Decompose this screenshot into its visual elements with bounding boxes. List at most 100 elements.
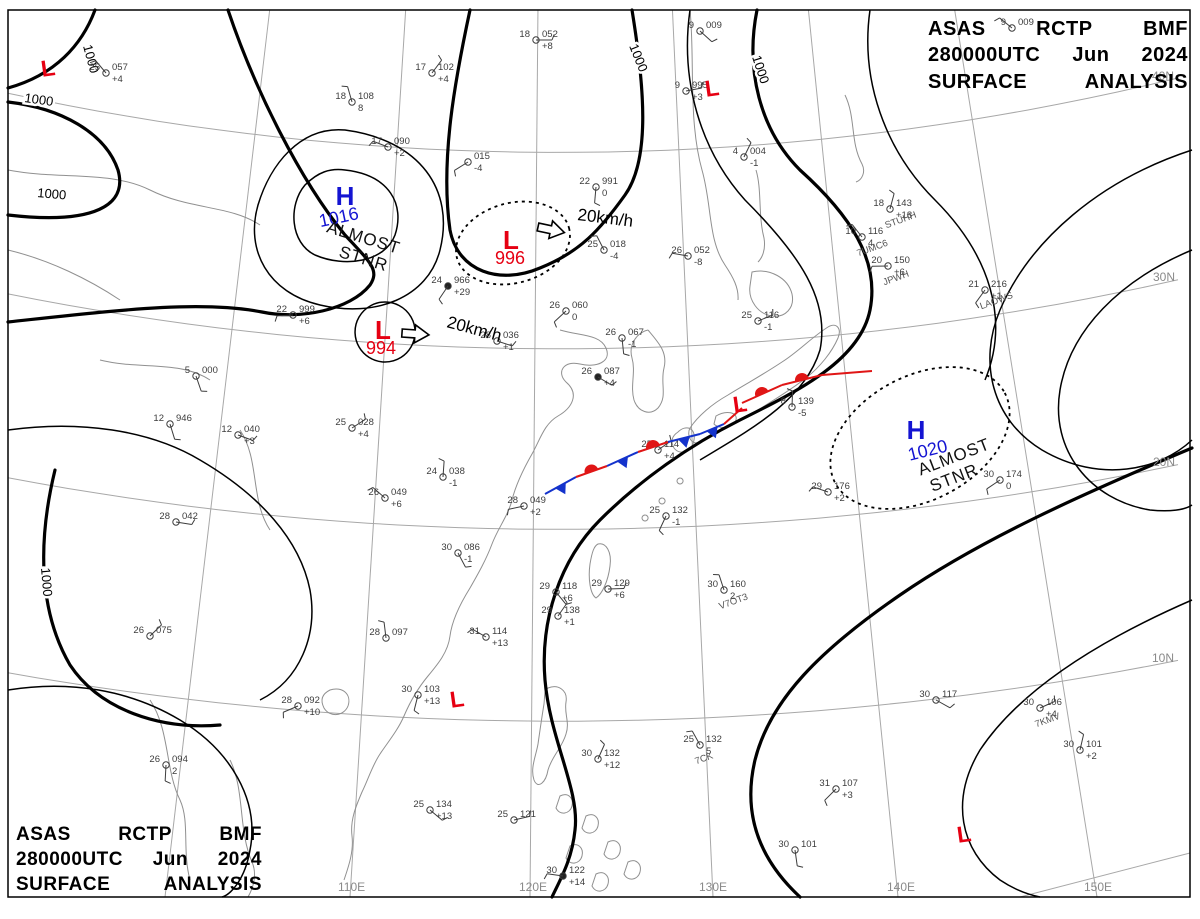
station-plot: 015-4 — [453, 151, 490, 177]
coastline — [555, 794, 573, 814]
title-line-2: 280000UTC Jun 2024 — [16, 849, 262, 871]
station-temperature: 30 — [441, 542, 452, 553]
station-circle — [464, 158, 472, 166]
isobar-value-label: 1000 — [24, 90, 55, 109]
wind-barb-tick — [869, 266, 873, 273]
wind-barb-tick — [553, 321, 557, 328]
center-pressure-value: 996 — [495, 248, 525, 268]
isobar-bold — [542, 8, 874, 899]
station-temperature: 30 — [581, 748, 592, 759]
title-line-3: SURFACE ANALYSIS — [928, 70, 1188, 93]
wind-barb — [454, 161, 469, 171]
station-tendency: +4 — [1046, 709, 1057, 720]
isobar-thin — [961, 599, 1193, 898]
station-pressure: 116 — [764, 310, 779, 321]
station-tendency: +29 — [454, 287, 470, 298]
wind-barb-tick — [89, 60, 96, 64]
station-temperature: 25 — [497, 809, 508, 820]
station-plot: 26 067-1 — [605, 327, 644, 356]
station-plot: 25 121 — [497, 809, 536, 824]
wind-barb — [175, 521, 192, 525]
station-pressure: 129 — [614, 578, 630, 589]
station-circle — [348, 98, 356, 106]
station-pressure: 118 — [562, 581, 577, 592]
station-circle — [824, 488, 832, 496]
wind-barb — [555, 591, 567, 605]
station-tendency: +6 — [562, 593, 573, 604]
station-circle — [720, 586, 728, 594]
wind-barb-tick — [158, 619, 162, 626]
wind-barb-tick — [551, 34, 555, 41]
station-circle — [886, 205, 894, 213]
station-pressure: 174 — [1006, 469, 1022, 480]
wind-barb — [471, 628, 487, 638]
station-pressure: 028 — [358, 417, 374, 428]
station-pressure: 036 — [503, 330, 519, 341]
wind-barb — [685, 87, 702, 92]
wind-barb-tick — [594, 202, 601, 207]
station-tendency: +2 — [1086, 751, 1097, 762]
wind-barb — [513, 815, 530, 821]
wind-barb-tick — [623, 582, 627, 589]
station-plot: 29 129+6 — [591, 578, 629, 601]
wind-barb — [794, 849, 798, 866]
wind-barb — [372, 140, 389, 148]
station-pressure: 103 — [424, 684, 440, 695]
station-tendency: +13 — [436, 811, 452, 822]
station-tendency: +1 — [503, 342, 514, 353]
wind-barb — [276, 314, 294, 317]
station-temperature: 26 — [149, 754, 160, 765]
station-circle — [414, 691, 422, 699]
isobar-value-label: 1000 — [626, 42, 651, 74]
station-plot: 30 103+13 — [401, 684, 440, 715]
station-temperature: 30 — [983, 469, 994, 480]
longitude-label: 140E — [887, 880, 915, 894]
station-tendency: +4 — [604, 378, 615, 389]
station-plot: 30 101+2 — [1063, 730, 1102, 762]
wind-barb — [1039, 701, 1055, 709]
wind-barb — [718, 574, 725, 591]
station-pressure: 038 — [449, 466, 465, 477]
cold-front-triangle — [555, 482, 566, 495]
cold-front-triangle — [617, 456, 628, 469]
station-tendency: 8 — [358, 103, 363, 114]
station-circle — [234, 431, 242, 439]
station-tendency: 5 — [706, 746, 711, 757]
station-pressure: 999 — [299, 304, 315, 315]
movement-speed-label: 20km/h — [577, 205, 635, 231]
station-pressure: 132 — [604, 748, 620, 759]
station-plot: 5 000 — [185, 365, 218, 392]
longitude-label: 130E — [699, 880, 727, 894]
wind-barb — [237, 434, 254, 441]
warm-front-segment — [821, 370, 873, 376]
station-pressure: 139 — [798, 396, 814, 407]
station-circle — [1036, 704, 1044, 712]
title-block-top-right: ASAS RCTP BMF 280000UTC Jun 2024 SURFACE ANAL… — [928, 16, 1188, 95]
wind-barb — [442, 461, 445, 478]
station-temperature: 25 — [335, 417, 346, 428]
wind-barb — [169, 423, 176, 440]
wind-barb-tick — [565, 602, 572, 605]
station-pressure: 094 — [172, 754, 188, 765]
movement-arrow-icon — [400, 323, 431, 345]
station-pressure: 107 — [842, 778, 858, 789]
wind-barb — [372, 487, 386, 499]
wind-barb — [658, 515, 667, 531]
low-mark-symbol: L — [703, 74, 721, 102]
wind-barb — [557, 602, 568, 617]
title-block-bottom-left: ASAS RCTP BMF 280000UTC Jun 2024 SURFACE ANAL… — [16, 822, 262, 897]
station-tendency: +3 — [244, 436, 255, 447]
coastline — [623, 860, 641, 880]
wind-barb — [95, 60, 107, 74]
station-circle — [684, 252, 692, 260]
meridian-line — [671, 9, 714, 898]
station-plot: 30 132+12 — [581, 739, 620, 771]
station-plot: 25 116-1 — [741, 309, 779, 333]
station-circle — [381, 494, 389, 502]
station-plot: 28 036+1 — [480, 330, 518, 353]
map-frame — [7, 9, 1191, 898]
station-temperature: 9 — [675, 80, 680, 91]
